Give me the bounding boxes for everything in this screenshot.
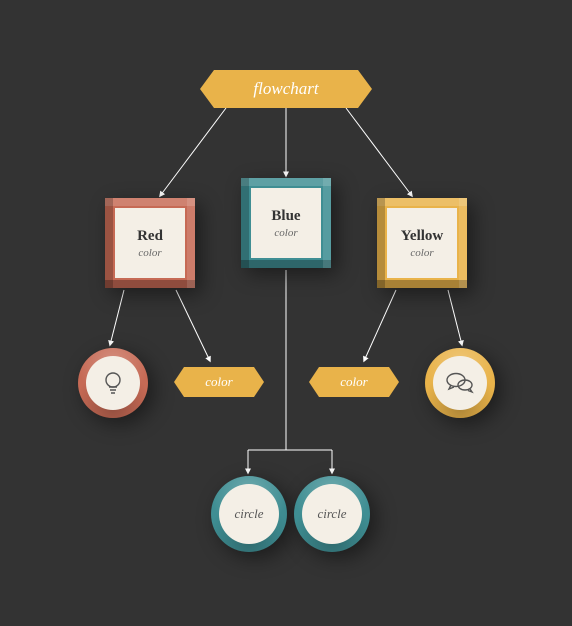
square-red-sub: color <box>138 247 161 259</box>
square-yellow-sub: color <box>410 247 433 259</box>
circle-bottom-right: circle <box>294 476 370 552</box>
square-blue-sub: color <box>274 227 297 239</box>
circle-bottom-left-label: circle <box>234 506 263 522</box>
square-blue-title: Blue <box>271 208 300 225</box>
square-red: Red color <box>105 198 195 288</box>
ribbon-left-label: color <box>205 374 232 390</box>
circle-bottom-right-label: circle <box>317 506 346 522</box>
circle-bottom-left: circle <box>211 476 287 552</box>
bulb-icon <box>99 369 127 397</box>
ribbon-right: color <box>319 367 389 397</box>
circle-bulb <box>78 348 148 418</box>
flowchart-canvas: { "type": "flowchart", "background_color… <box>0 0 572 626</box>
square-red-title: Red <box>137 228 163 245</box>
chat-icon <box>445 370 475 396</box>
ribbon-right-label: color <box>340 374 367 390</box>
circle-chat <box>425 348 495 418</box>
square-yellow-title: Yellow <box>401 228 444 245</box>
title-banner: flowchart <box>214 70 358 108</box>
ribbon-left: color <box>184 367 254 397</box>
title-banner-label: flowchart <box>253 79 318 99</box>
square-blue: Blue color <box>241 178 331 268</box>
square-yellow: Yellow color <box>377 198 467 288</box>
